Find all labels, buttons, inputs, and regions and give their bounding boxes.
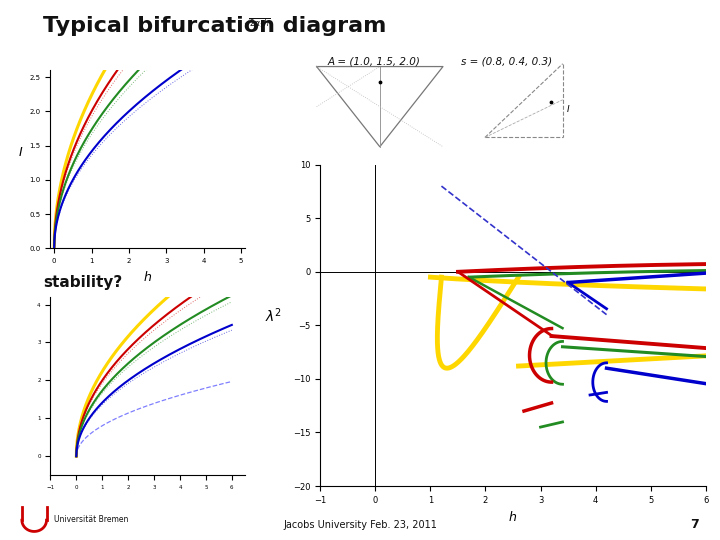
X-axis label: $h$: $h$ [508, 510, 518, 524]
X-axis label: $h$: $h$ [143, 269, 152, 284]
Text: 7: 7 [690, 518, 698, 531]
Text: $I$: $I$ [566, 103, 570, 113]
Text: Jacobs University Feb. 23, 2011: Jacobs University Feb. 23, 2011 [283, 520, 437, 530]
Text: stability?: stability? [43, 275, 122, 291]
Text: Typical bifurcation diagram: Typical bifurcation diagram [43, 16, 387, 36]
Y-axis label: $\lambda^2$: $\lambda^2$ [265, 307, 282, 325]
Text: $\sqrt{2\alpha_1 h}$: $\sqrt{2\alpha_1 h}$ [243, 16, 271, 30]
Text: Universität Bremen: Universität Bremen [54, 515, 128, 524]
Text: s = (0.8, 0.4, 0.3): s = (0.8, 0.4, 0.3) [461, 57, 552, 67]
Y-axis label: $I$: $I$ [19, 146, 24, 159]
Text: A = (1.0, 1.5, 2.0): A = (1.0, 1.5, 2.0) [328, 57, 420, 67]
